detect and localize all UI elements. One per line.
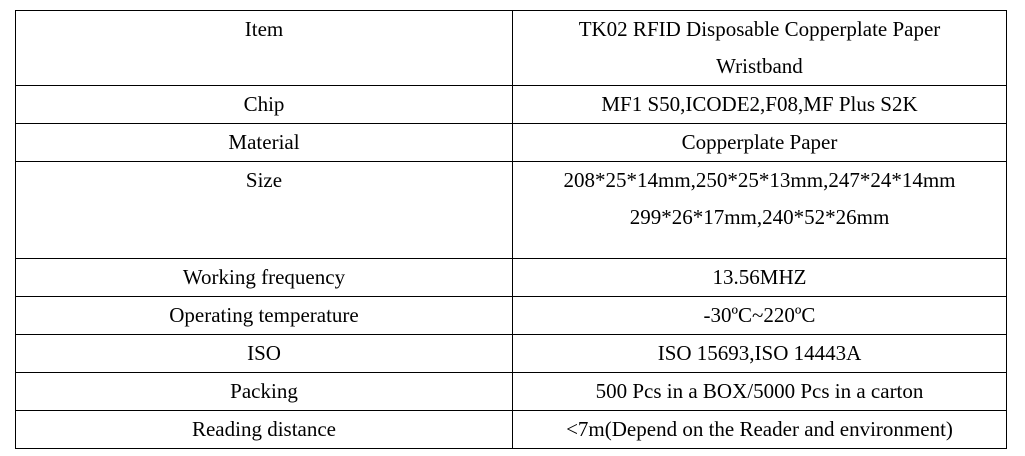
row-label: Reading distance — [15, 410, 513, 449]
table-row-packing: Packing 500 Pcs in a BOX/5000 Pcs in a c… — [15, 372, 1007, 411]
table-row-reading-distance: Reading distance <7m(Depend on the Reade… — [15, 410, 1007, 449]
row-value: -30ºC~220ºC — [512, 296, 1007, 335]
value-line: 208*25*14mm,250*25*13mm,247*24*14mm — [563, 168, 956, 192]
row-value: TK02 RFID Disposable Copperplate Paper W… — [512, 10, 1007, 86]
row-value: 500 Pcs in a BOX/5000 Pcs in a carton — [512, 372, 1007, 411]
row-label: Packing — [15, 372, 513, 411]
row-value: MF1 S50,ICODE2,F08,MF Plus S2K — [512, 85, 1007, 124]
table-row-item: Item TK02 RFID Disposable Copperplate Pa… — [15, 10, 1007, 86]
value-line: Wristband — [716, 54, 803, 78]
table-row-size: Size 208*25*14mm,250*25*13mm,247*24*14mm… — [15, 161, 1007, 259]
row-value: ISO 15693,ISO 14443A — [512, 334, 1007, 373]
spec-table: Item TK02 RFID Disposable Copperplate Pa… — [15, 10, 1007, 449]
table-row-iso: ISO ISO 15693,ISO 14443A — [15, 334, 1007, 373]
row-label: Operating temperature — [15, 296, 513, 335]
row-value: 13.56MHZ — [512, 258, 1007, 297]
value-line: 299*26*17mm,240*52*26mm — [629, 205, 890, 229]
row-label: ISO — [15, 334, 513, 373]
row-value: Copperplate Paper — [512, 123, 1007, 162]
table-row-material: Material Copperplate Paper — [15, 123, 1007, 162]
row-label: Material — [15, 123, 513, 162]
table-row-chip: Chip MF1 S50,ICODE2,F08,MF Plus S2K — [15, 85, 1007, 124]
row-value: 208*25*14mm,250*25*13mm,247*24*14mm 299*… — [512, 161, 1007, 259]
value-line: TK02 RFID Disposable Copperplate Paper — [578, 17, 941, 41]
row-label: Working frequency — [15, 258, 513, 297]
row-value: <7m(Depend on the Reader and environment… — [512, 410, 1007, 449]
table-row-working-frequency: Working frequency 13.56MHZ — [15, 258, 1007, 297]
row-label: Item — [15, 10, 513, 86]
table-row-operating-temperature: Operating temperature -30ºC~220ºC — [15, 296, 1007, 335]
row-label: Size — [15, 161, 513, 259]
row-label: Chip — [15, 85, 513, 124]
